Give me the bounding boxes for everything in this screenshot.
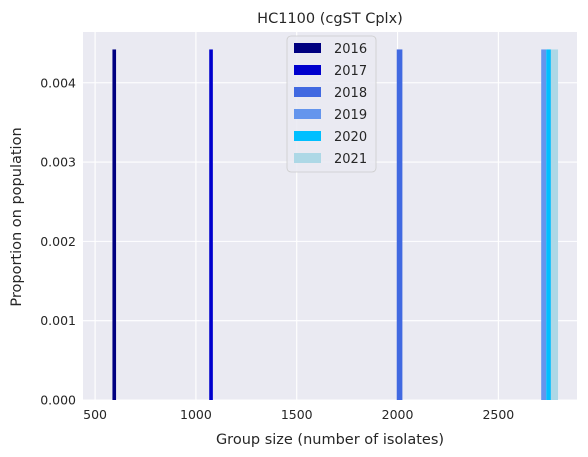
- y-axis-label: Proportion on population: [9, 127, 25, 306]
- legend-swatch-2021: [294, 153, 321, 163]
- y-tick-label: 0.003: [40, 155, 76, 170]
- legend-swatch-2019: [294, 109, 321, 119]
- bar-2016: [112, 49, 117, 401]
- y-tick-label: 0.002: [40, 234, 76, 249]
- y-tick-label: 0.001: [40, 313, 76, 328]
- legend-label-2018: 2018: [334, 86, 367, 101]
- x-tick-label: 500: [83, 407, 107, 422]
- y-axis-ticks: 0.000 0.001 0.002 0.003 0.004: [40, 75, 76, 407]
- x-tick-label: 1500: [281, 407, 313, 422]
- bar-2019: [541, 49, 547, 401]
- y-tick-label: 0.000: [40, 393, 76, 408]
- legend: 2016 2017 2018 2019 2020 2021: [286, 35, 377, 173]
- x-axis-ticks: 500 1000 1500 2000 2500: [83, 407, 514, 422]
- bar-2020: [546, 49, 552, 401]
- bar-2021: [550, 49, 559, 401]
- legend-swatch-2017: [294, 65, 321, 75]
- legend-label-2020: 2020: [334, 130, 367, 145]
- legend-label-2016: 2016: [334, 42, 367, 57]
- legend-label-2019: 2019: [334, 108, 367, 123]
- y-tick-label: 0.004: [40, 75, 76, 90]
- legend-swatch-2020: [294, 131, 321, 141]
- x-tick-label: 1000: [180, 407, 212, 422]
- legend-swatch-2016: [294, 43, 321, 53]
- x-tick-label: 2000: [382, 407, 414, 422]
- bars: [112, 49, 559, 401]
- bar-2017: [209, 49, 213, 401]
- bar-2018: [396, 49, 403, 401]
- x-axis-label: Group size (number of isolates): [216, 432, 444, 448]
- legend-swatch-2018: [294, 87, 321, 97]
- legend-label-2017: 2017: [334, 64, 367, 79]
- x-tick-label: 2500: [482, 407, 514, 422]
- legend-label-2021: 2021: [334, 152, 367, 167]
- chart-title: HC1100 (cgST Cplx): [257, 11, 403, 27]
